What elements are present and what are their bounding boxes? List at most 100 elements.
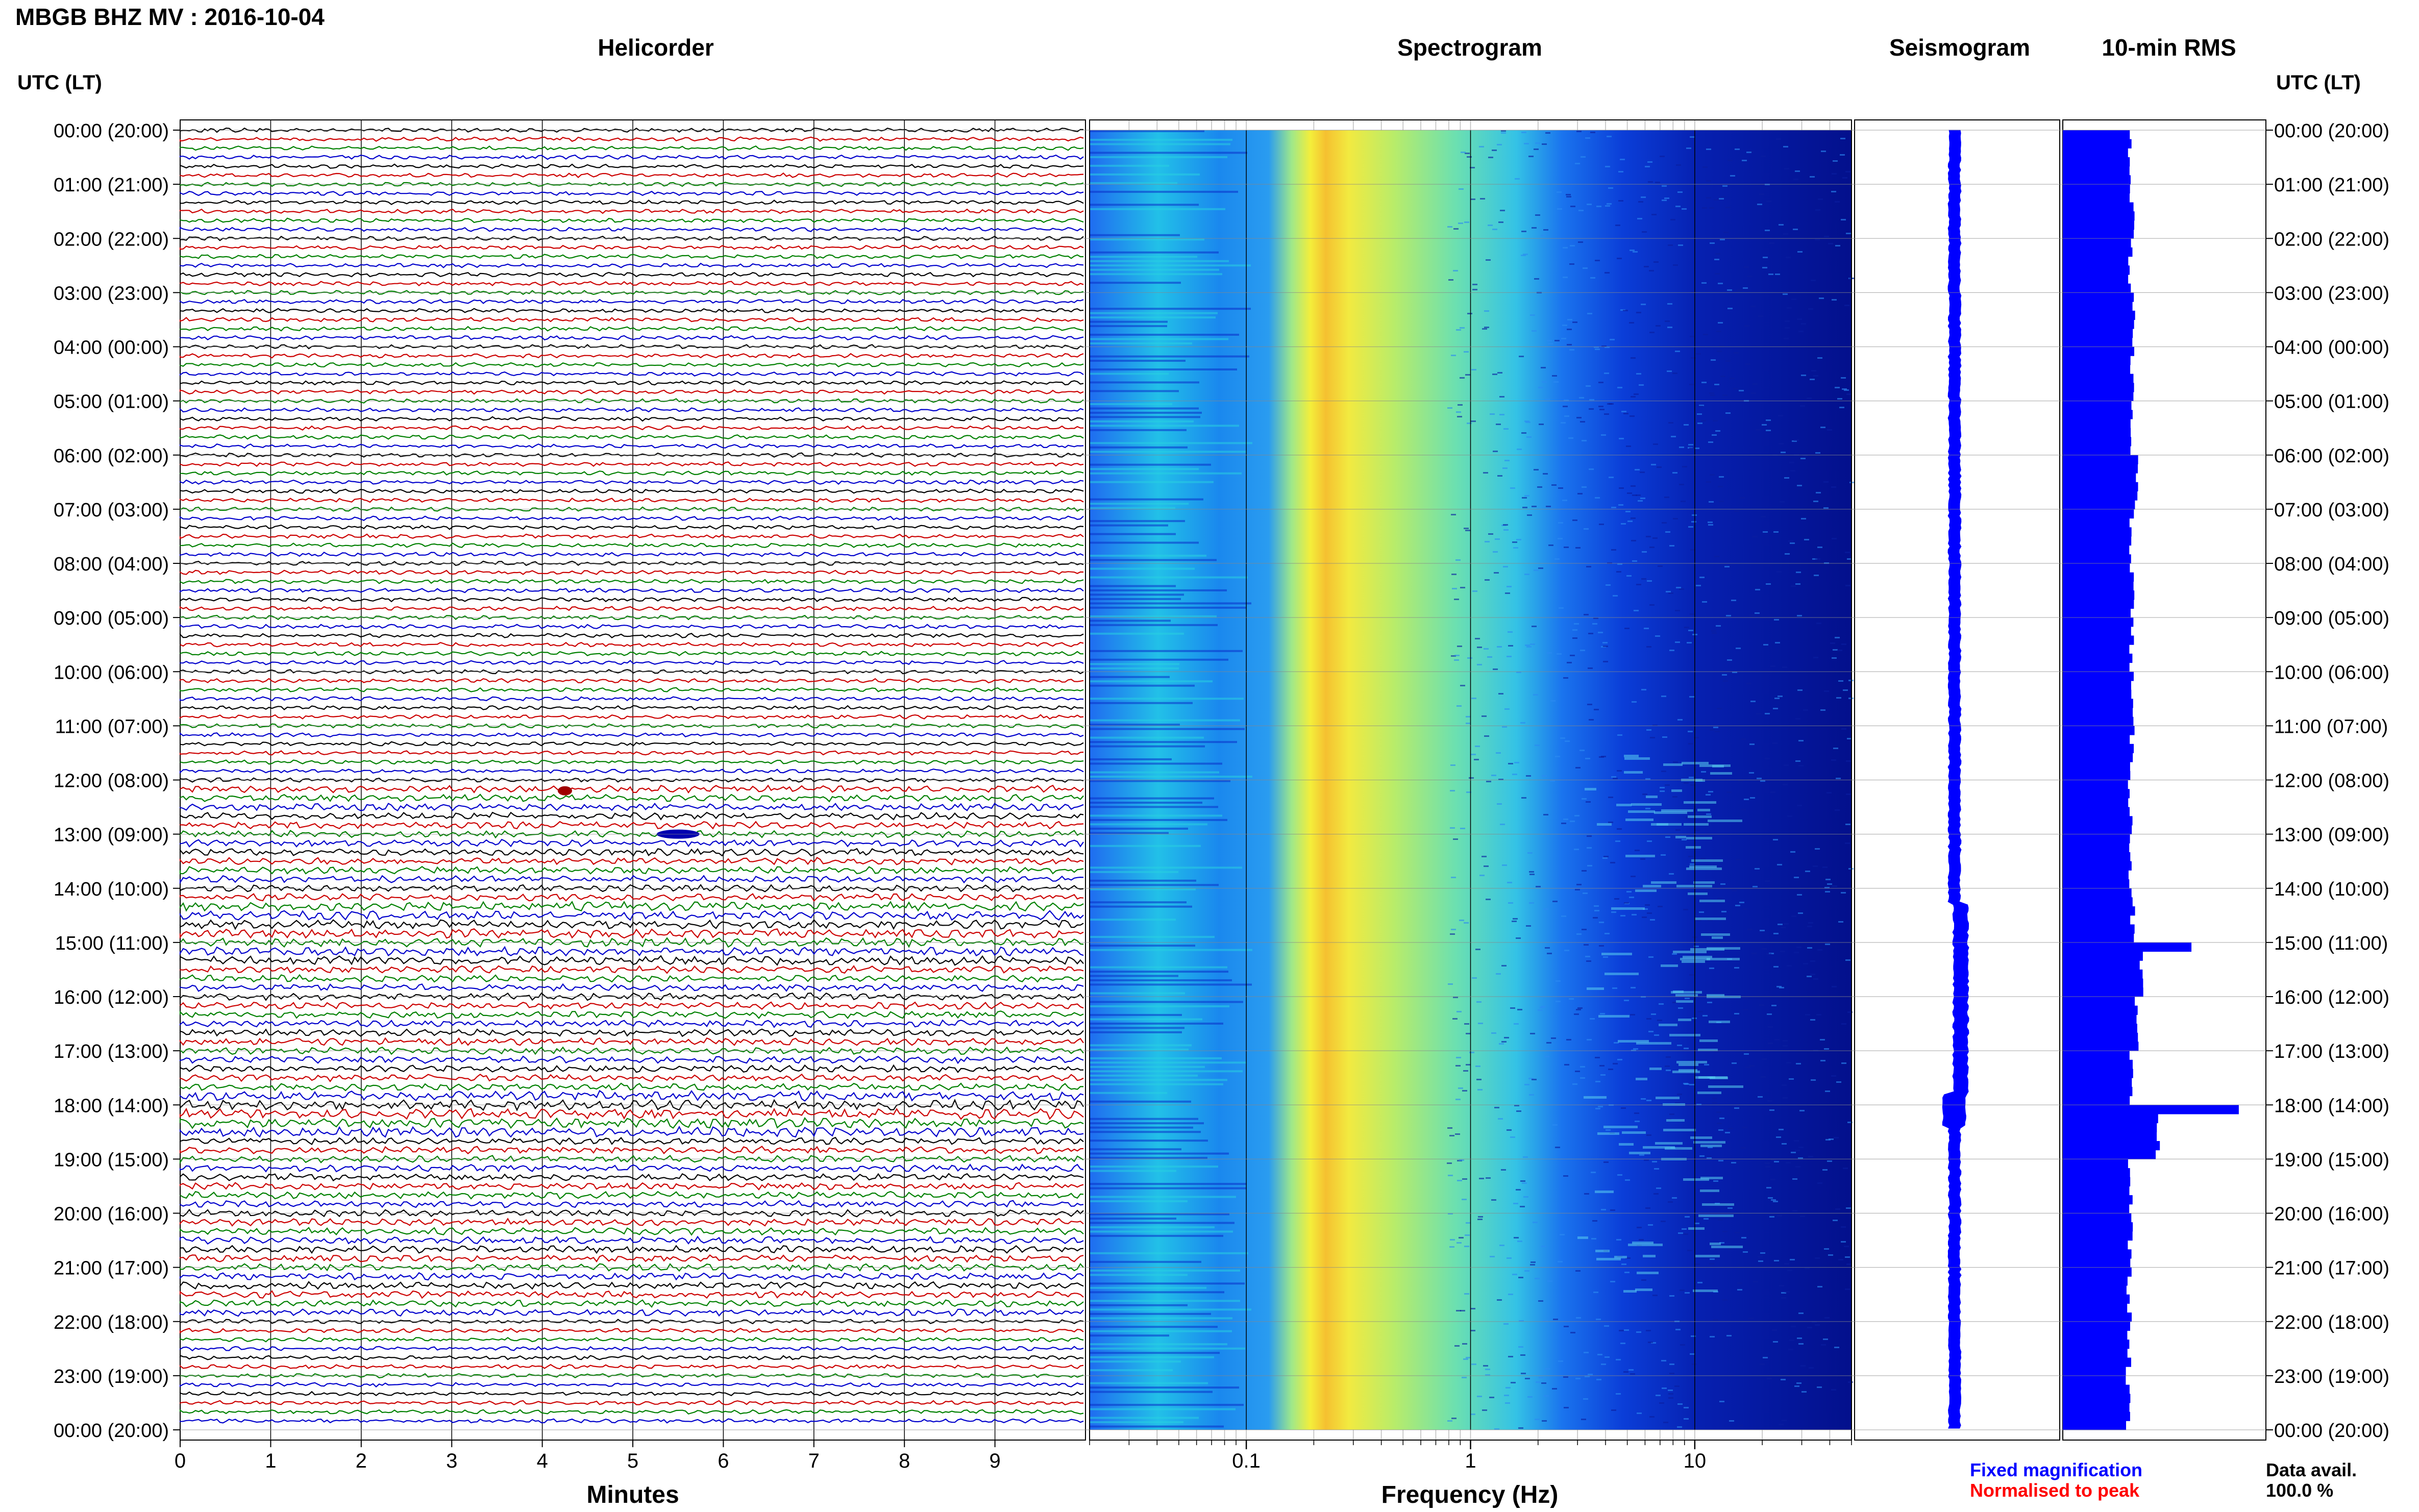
spectrogram-burst [1577, 1236, 1588, 1239]
spectrogram-speckle [1824, 236, 1829, 237]
rms-bar [2063, 292, 2134, 302]
spectrogram-speckle [1479, 875, 1485, 876]
spectrogram-speckle [1639, 1239, 1644, 1241]
spectrogram-speckle [1491, 775, 1496, 776]
spectrogram-speckle [1541, 235, 1546, 236]
time-tick-label-right: 09:00 (05:00) [2274, 608, 2389, 629]
spectrogram-speckle [1641, 196, 1646, 198]
spectrogram-speckle [1620, 1343, 1625, 1344]
rms-bar [2063, 924, 2135, 934]
spectrogram-speckle [1519, 356, 1524, 357]
spectrogram-streak [1090, 1044, 1192, 1047]
spectrogram-burst [1678, 1019, 1691, 1021]
helicorder-trace [179, 1218, 1084, 1227]
spectrogram-speckle [1575, 547, 1581, 549]
spectrogram-speckle [1698, 1011, 1703, 1012]
spectrogram-speckle [1683, 1233, 1688, 1235]
spectrogram-speckle [1734, 510, 1739, 512]
spectrogram-speckle [1508, 763, 1513, 764]
spectrogram-speckle [1621, 1263, 1626, 1265]
spectrogram-speckle [1771, 1159, 1776, 1161]
time-tick-label-right: 14:00 (10:00) [2274, 879, 2389, 900]
spectrogram-burst [1587, 987, 1604, 990]
rms-bar [2063, 617, 2134, 627]
helicorder-trace [179, 389, 1084, 395]
spectrogram-speckle [1596, 1379, 1601, 1380]
spectrogram-speckle [1813, 1050, 1818, 1051]
spectrogram-burst [1688, 1227, 1705, 1230]
spectrogram-speckle [1646, 1100, 1651, 1101]
spectrogram-burst [1684, 823, 1709, 826]
spectrogram-speckle [1536, 1381, 1541, 1383]
spectrogram-speckle [1823, 1339, 1828, 1340]
rms-bar [2063, 825, 2132, 835]
spectrogram-speckle [1498, 221, 1503, 223]
spectrogram-speckle [1654, 1034, 1659, 1036]
spectrogram-speckle [1502, 467, 1508, 469]
spectrogram-speckle [1552, 1388, 1557, 1390]
spectrogram-speckle [1486, 259, 1491, 261]
spectrogram-speckle [1521, 255, 1526, 256]
spectrogram-speckle [1641, 689, 1646, 690]
spectrogram-streak [1090, 308, 1251, 310]
time-tick-label-right: 18:00 (14:00) [2274, 1095, 2389, 1117]
rms-bar [2063, 915, 2131, 925]
spectrogram-speckle [1557, 191, 1562, 193]
spectrogram-burst [1598, 1015, 1630, 1018]
spectrogram-speckle [1526, 775, 1531, 777]
spectrogram-speckle [1661, 771, 1666, 772]
spectrogram-streak [1090, 368, 1237, 370]
minutes-axis-label: Minutes [586, 1481, 679, 1508]
spectrogram-speckle [1782, 666, 1787, 668]
spectrogram-speckle [1447, 407, 1452, 409]
helicorder-trace [179, 244, 1084, 251]
spectrogram-speckle [1828, 1254, 1833, 1256]
spectrogram-streak [1090, 971, 1228, 973]
helicorder-trace [179, 696, 1084, 702]
spectrogram-speckle [1607, 403, 1612, 405]
spectrogram-speckle [1515, 178, 1520, 180]
minute-tick-label: 2 [356, 1450, 367, 1472]
spectrogram-streak [1090, 533, 1176, 535]
spectrogram-speckle [1464, 1023, 1469, 1025]
spectrogram-speckle [1505, 1387, 1511, 1389]
time-tick-label-right: 20:00 (16:00) [2274, 1204, 2389, 1225]
rms-bar [2063, 130, 2130, 140]
spectrogram-speckle [1763, 257, 1768, 258]
spectrogram-speckle [1783, 1097, 1788, 1099]
spectrogram-speckle [1480, 198, 1485, 200]
spectrogram-burst [1624, 771, 1643, 774]
spectrogram-speckle [1649, 332, 1655, 333]
spectrogram-speckle [1516, 1189, 1521, 1191]
spectrogram-speckle [1775, 274, 1780, 275]
spectrogram-speckle [1554, 558, 1560, 560]
spectrogram-speckle [1499, 396, 1504, 398]
spectrogram-streak [1090, 905, 1192, 908]
spectrogram-speckle [1510, 1007, 1515, 1009]
spectrogram-speckle [1731, 1162, 1736, 1163]
spectrogram-burst [1695, 1255, 1720, 1257]
helicorder-trace [179, 597, 1084, 603]
spectrogram-speckle [1563, 1376, 1568, 1378]
spectrogram-speckle [1648, 181, 1653, 183]
spectrogram-speckle [1544, 1056, 1549, 1057]
rms-bar [2063, 798, 2129, 808]
spectrogram-speckle [1661, 1221, 1666, 1222]
spectrogram-speckle [1525, 422, 1531, 423]
spectrogram-speckle [1789, 462, 1794, 463]
spectrogram-speckle [1528, 1078, 1534, 1079]
spectrogram-speckle [1504, 1395, 1509, 1396]
spectrogram-speckle [1504, 1037, 1509, 1038]
spectrogram-burst [1690, 1136, 1712, 1139]
spectrogram-speckle [1685, 998, 1690, 999]
helicorder-trace [179, 281, 1084, 287]
spectrogram-speckle [1460, 1310, 1465, 1311]
spectrogram-speckle [1570, 821, 1575, 822]
spectrogram-streak [1090, 1027, 1184, 1029]
spectrogram-speckle [1795, 1166, 1800, 1168]
spectrogram-speckle [1704, 1064, 1709, 1065]
spectrogram-speckle [1499, 1245, 1504, 1246]
spectrogram-speckle [1731, 600, 1736, 601]
spectrogram-speckle [1647, 580, 1652, 582]
spectrogram-speckle [1690, 1353, 1695, 1355]
